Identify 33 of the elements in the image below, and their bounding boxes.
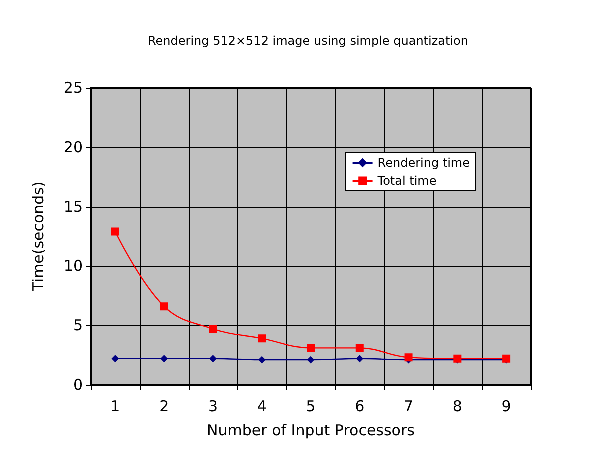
point: [112, 355, 119, 362]
y-axis-title: Time(seconds): [30, 182, 48, 292]
x-tick-label: 5: [306, 398, 316, 416]
x-tick-label: 3: [208, 398, 218, 416]
point: [356, 344, 364, 352]
point: [258, 356, 266, 364]
x-tick-label: 9: [502, 398, 512, 416]
point: [356, 355, 364, 362]
point: [308, 356, 314, 364]
point: [404, 354, 413, 362]
x-tick-label: 8: [452, 398, 462, 416]
x-tick-label: 1: [110, 398, 120, 416]
y-tick-label: 20: [64, 138, 83, 156]
point: [210, 355, 217, 362]
point: [111, 228, 120, 236]
y-tick-label: 5: [73, 316, 83, 335]
legend-label: Total time: [376, 174, 437, 188]
x-tick-label: 7: [404, 398, 414, 416]
x-tick-label: 4: [257, 398, 267, 416]
x-tick-label: 6: [355, 398, 365, 416]
y-tick-label: 15: [64, 198, 83, 216]
legend-label: Rendering time: [378, 156, 470, 170]
y-tick-label: 25: [64, 79, 83, 97]
point: [209, 325, 218, 334]
point: [258, 334, 266, 343]
y-tick-label: 0: [73, 376, 83, 394]
x-tick-label: 2: [160, 398, 170, 416]
point: [160, 355, 168, 362]
point: [307, 344, 315, 352]
chart-title: Rendering 512×512 image using simple quantization: [148, 34, 468, 48]
point: [160, 302, 168, 311]
x-axis-title: Number of Input Processors: [207, 422, 416, 440]
y-tick-label: 10: [64, 257, 83, 276]
